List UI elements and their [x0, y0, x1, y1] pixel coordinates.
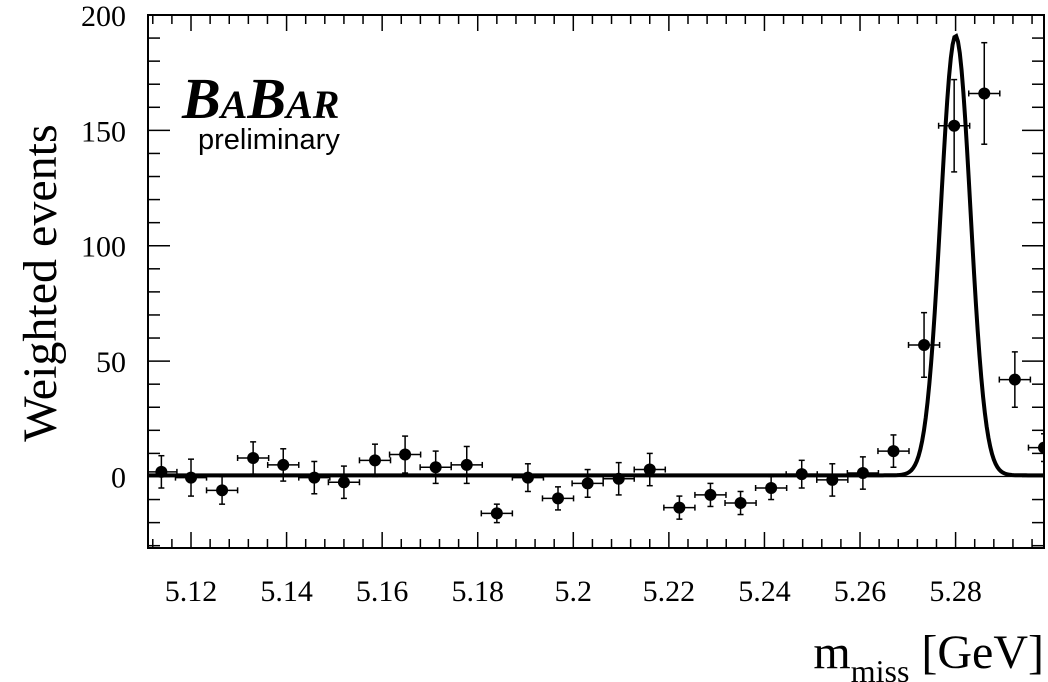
data-marker: [918, 338, 931, 351]
data-marker: [368, 454, 381, 467]
x-axis-title-unit: [GeV]: [921, 626, 1044, 679]
data-marker: [704, 488, 717, 501]
data-marker: [887, 445, 900, 458]
data-point: [694, 482, 727, 508]
x-axis-title-sub: miss: [851, 653, 910, 682]
data-point: [450, 445, 484, 485]
plot-frame: [147, 14, 1045, 549]
y-ticks: 0 50 100 150 200: [81, 0, 1044, 547]
data-point: [541, 486, 575, 511]
data-point: [937, 78, 971, 173]
data-point: [571, 468, 604, 498]
data-point: [967, 41, 1001, 145]
logo-text: BABAR: [181, 66, 339, 131]
logo-letter-ar: AR: [283, 82, 339, 127]
data-point: [785, 459, 819, 489]
data-point: [480, 503, 514, 524]
data-point: [663, 495, 696, 520]
data-point: [298, 460, 331, 495]
logo-letter-b1: B: [181, 66, 221, 131]
fit-curve-group: [148, 33, 1044, 478]
x-tick-label: 5.2: [555, 575, 593, 608]
logo-letter-a1: A: [218, 82, 248, 127]
data-point: [633, 452, 667, 487]
data-point: [754, 475, 788, 501]
data-point: [846, 456, 880, 490]
data-points: [148, 41, 1044, 524]
data-point: [148, 454, 178, 489]
y-tick-label: 0: [111, 461, 126, 494]
data-marker: [948, 119, 961, 132]
data-marker: [581, 477, 594, 490]
data-point: [419, 450, 452, 485]
x-ticks: 5.12 5.14 5.16 5.18 5.2 5.22 5.24 5.26 5.28: [152, 15, 1033, 608]
data-marker: [552, 492, 565, 505]
data-marker: [490, 507, 503, 520]
y-tick-label: 100: [81, 231, 126, 264]
babar-logo: BABAR preliminary: [181, 66, 340, 156]
data-point: [358, 443, 392, 478]
x-tick-label: 5.16: [356, 575, 409, 608]
data-marker: [337, 476, 350, 489]
data-point: [205, 475, 239, 505]
data-marker: [216, 484, 229, 497]
data-marker: [247, 452, 260, 465]
data-point: [1027, 433, 1044, 463]
data-point: [327, 465, 361, 500]
data-point: [388, 435, 422, 474]
data-marker: [734, 497, 747, 510]
data-marker: [155, 465, 168, 478]
data-point: [816, 463, 849, 497]
data-point: [266, 448, 300, 482]
data-marker: [308, 471, 321, 484]
fit-curve: [148, 33, 1044, 478]
x-tick-label: 5.28: [929, 575, 982, 608]
data-marker: [673, 501, 686, 514]
y-tick-label: 200: [81, 0, 126, 33]
logo-letter-b2: B: [246, 66, 286, 131]
data-marker: [826, 473, 839, 486]
x-tick-label: 5.26: [834, 575, 887, 608]
y-axis-title: Weighted events: [14, 124, 67, 441]
x-tick-label: 5.24: [738, 575, 791, 608]
y-tick-label: 150: [81, 115, 126, 148]
data-marker: [521, 471, 534, 484]
data-marker: [277, 458, 290, 471]
data-point: [724, 490, 757, 516]
data-marker: [1008, 373, 1021, 386]
data-marker: [612, 472, 625, 485]
y-tick-label: 50: [96, 346, 126, 379]
data-marker: [765, 482, 778, 495]
data-point: [998, 351, 1032, 409]
data-marker: [978, 87, 991, 100]
x-tick-label: 5.12: [165, 575, 218, 608]
x-tick-label: 5.18: [451, 575, 504, 608]
data-marker: [185, 471, 198, 484]
data-point: [236, 441, 270, 475]
data-marker: [429, 461, 442, 474]
data-point: [877, 434, 910, 468]
data-marker: [1038, 441, 1044, 454]
data-marker: [460, 458, 473, 471]
data-point: [174, 458, 208, 497]
x-tick-label: 5.14: [260, 575, 313, 608]
x-axis-title-main: m: [813, 626, 850, 679]
logo-subtitle: preliminary: [198, 124, 340, 156]
data-marker: [856, 467, 869, 480]
data-point: [907, 311, 941, 379]
x-axis-title: mmiss [GeV]: [813, 626, 1044, 682]
data-marker: [795, 468, 808, 481]
data-point: [511, 463, 545, 493]
data-marker: [399, 448, 412, 461]
data-marker: [643, 463, 656, 476]
x-tick-label: 5.22: [643, 575, 696, 608]
data-point: [602, 461, 635, 496]
